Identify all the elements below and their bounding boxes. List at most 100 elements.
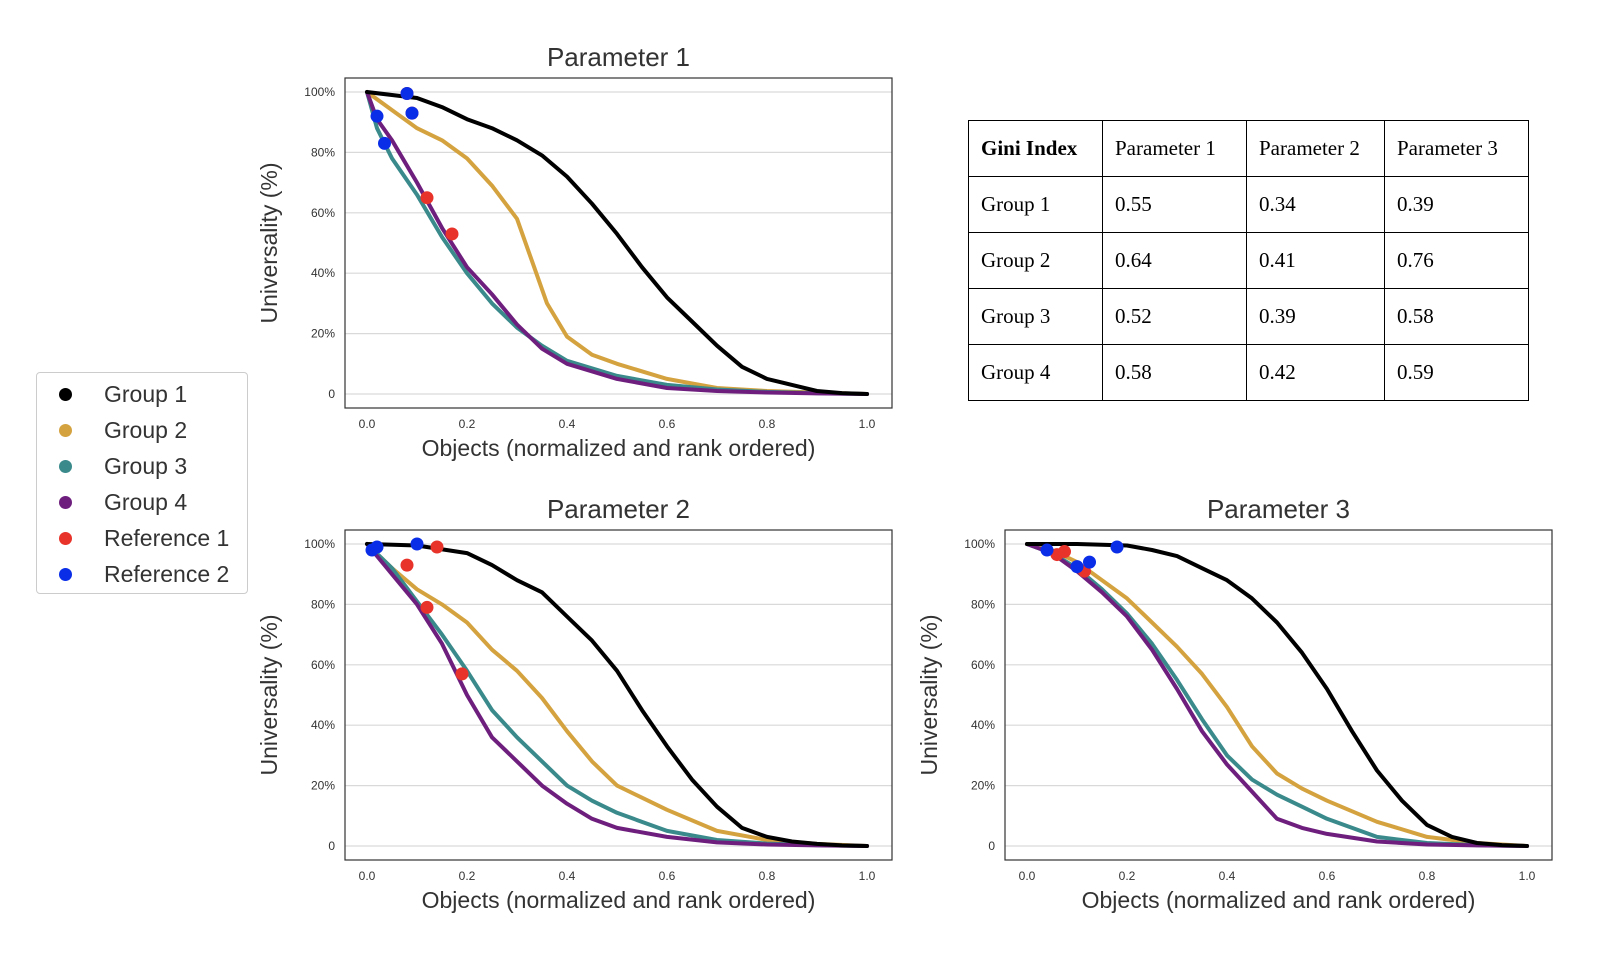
- table-cell: 0.39: [1384, 176, 1529, 233]
- marker-reference-2: [405, 106, 419, 120]
- legend-item-group-2: Group 2: [59, 415, 187, 445]
- legend-label: Reference 1: [104, 524, 230, 551]
- series-line-group-4: [365, 90, 869, 396]
- x-tick-label: 0.2: [459, 417, 476, 431]
- marker-reference-2: [1083, 555, 1096, 569]
- series-line-group-3: [365, 542, 869, 848]
- series-line-group-2: [1025, 542, 1529, 848]
- table-header-cell: Gini Index: [968, 120, 1103, 177]
- y-tick-label: 20%: [311, 779, 335, 793]
- legend-marker: [59, 459, 72, 473]
- table-cell: 0.58: [1102, 344, 1247, 401]
- legend-marker: [59, 495, 72, 509]
- legend-item-group-3: Group 3: [59, 451, 187, 481]
- table-cell: 0.64: [1102, 232, 1247, 289]
- x-tick-label: 0.0: [359, 417, 376, 431]
- table-cell: 0.34: [1246, 176, 1385, 233]
- chart-parameter-2: Parameter 2 0 20% 40% 60% 80% 100% 0.0 0.2 0.4 0.6…: [256, 494, 893, 913]
- chart-title: Parameter 1: [547, 42, 690, 72]
- y-tick-label: 0: [328, 387, 335, 401]
- marker-reference-2: [365, 543, 379, 557]
- legend-label: Group 4: [104, 488, 188, 515]
- table-header-row: Gini Index Parameter 1 Parameter 2 Param…: [968, 120, 1529, 177]
- y-tick-label: 0: [988, 839, 995, 853]
- table-cell: Group 3: [968, 288, 1103, 345]
- y-tick-label: 80%: [311, 597, 335, 611]
- table-cell: 0.52: [1102, 288, 1247, 345]
- legend: Group 1 Group 2 Group 3 Group 4 Referenc…: [36, 372, 248, 594]
- table-row: Group 4 0.58 0.42 0.59: [968, 344, 1529, 401]
- table-cell: Group 1: [968, 176, 1103, 233]
- y-axis-label: Universality (%): [256, 162, 282, 323]
- x-axis-label: Objects (normalized and rank ordered): [422, 887, 816, 913]
- x-tick-label: 0.8: [1419, 869, 1436, 883]
- series-line-group-2: [365, 90, 869, 396]
- y-tick-label: 60%: [971, 658, 995, 672]
- series-line-group-1: [365, 542, 869, 848]
- table-cell: 0.76: [1384, 232, 1529, 289]
- x-tick-label: 0.4: [1219, 869, 1236, 883]
- plot-frame: [344, 77, 893, 409]
- table-cell: 0.59: [1384, 344, 1529, 401]
- legend-marker: [59, 567, 72, 581]
- x-tick-label: 1.0: [859, 417, 876, 431]
- table-header-cell: Parameter 1: [1102, 120, 1247, 177]
- marker-reference-1: [430, 540, 444, 554]
- marker-reference-2: [370, 109, 384, 123]
- marker-reference-1: [455, 667, 469, 681]
- y-axis-label: Universality (%): [916, 614, 942, 775]
- marker-reference-2: [410, 537, 424, 551]
- y-tick-label: 100%: [304, 85, 335, 99]
- table-cell: 0.41: [1246, 232, 1385, 289]
- y-tick-label: 20%: [971, 779, 995, 793]
- y-tick-label: 40%: [311, 718, 335, 732]
- marker-reference-2: [400, 87, 414, 101]
- table-cell: 0.58: [1384, 288, 1529, 345]
- marker-reference-1: [400, 558, 414, 572]
- marker-reference-1: [420, 191, 434, 205]
- y-tick-label: 0: [328, 839, 335, 853]
- table-cell: 0.39: [1246, 288, 1385, 345]
- series-line-group-3: [1025, 542, 1529, 848]
- table-cell: Group 4: [968, 344, 1103, 401]
- table-row: Group 3 0.52 0.39 0.58: [968, 288, 1529, 345]
- table-cell: Group 2: [968, 232, 1103, 289]
- x-tick-label: 0.0: [359, 869, 376, 883]
- series-line-group-4: [1025, 542, 1529, 848]
- x-axis-label: Objects (normalized and rank ordered): [422, 435, 816, 461]
- legend-item-group-4: Group 4: [59, 487, 187, 517]
- table-row: Group 2 0.64 0.41 0.76: [968, 232, 1529, 289]
- legend-marker: [59, 423, 72, 437]
- x-tick-label: 0.6: [1319, 869, 1336, 883]
- y-tick-label: 100%: [964, 537, 995, 551]
- chart-title: Parameter 3: [1207, 494, 1350, 524]
- x-tick-label: 0.8: [759, 417, 776, 431]
- table-cell: 0.42: [1246, 344, 1385, 401]
- plot-frame: [1004, 529, 1553, 861]
- marker-reference-1: [1058, 545, 1071, 559]
- y-tick-label: 40%: [971, 718, 995, 732]
- x-tick-label: 0.8: [759, 869, 776, 883]
- x-tick-label: 0.2: [1119, 869, 1136, 883]
- x-axis-label: Objects (normalized and rank ordered): [1082, 887, 1476, 913]
- y-axis-label: Universality (%): [256, 614, 282, 775]
- x-tick-label: 0.4: [559, 869, 576, 883]
- chart-title: Parameter 2: [547, 494, 690, 524]
- series-line-group-1: [365, 90, 869, 396]
- y-tick-label: 60%: [311, 206, 335, 220]
- table-row: Group 1 0.55 0.34 0.39: [968, 176, 1529, 233]
- gini-index-table: Gini Index Parameter 1 Parameter 2 Param…: [968, 120, 1529, 401]
- marker-reference-2: [1040, 543, 1054, 557]
- x-tick-label: 1.0: [859, 869, 876, 883]
- legend-label: Reference 2: [104, 560, 230, 587]
- marker-reference-2: [1070, 560, 1084, 574]
- y-tick-label: 80%: [311, 145, 335, 159]
- table-header-cell: Parameter 3: [1384, 120, 1529, 177]
- legend-marker: [59, 387, 72, 401]
- table-cell: 0.55: [1102, 176, 1247, 233]
- x-tick-label: 0.2: [459, 869, 476, 883]
- y-tick-label: 40%: [311, 266, 335, 280]
- legend-label: Group 2: [104, 416, 188, 443]
- marker-reference-1: [420, 600, 434, 614]
